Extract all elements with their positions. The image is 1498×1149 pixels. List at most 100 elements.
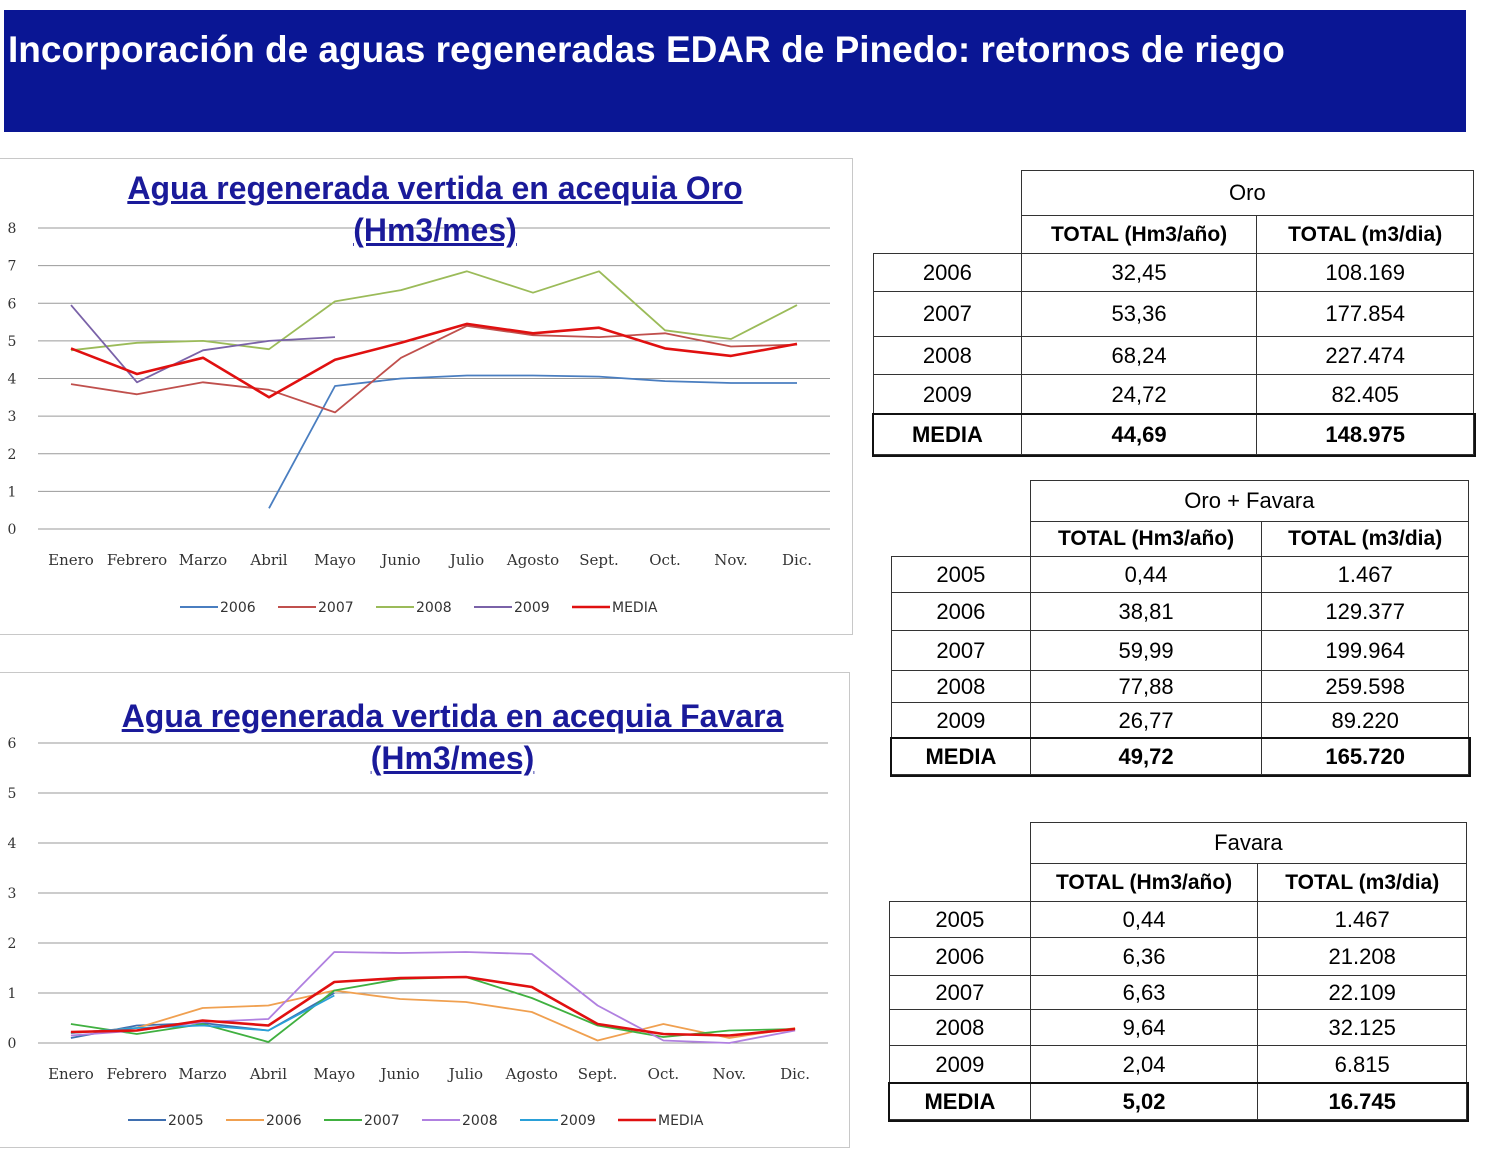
- y-tick-label: 8: [8, 221, 17, 237]
- series-line-2009: [70, 304, 336, 384]
- x-tick-label: Febrero: [107, 551, 167, 569]
- series-line-media: [70, 975, 796, 1037]
- table-favara: Favara TOTAL (Hm3/año) TOTAL (m3/dia) 20…: [887, 822, 1469, 1122]
- x-tick-label: Marzo: [178, 1065, 226, 1083]
- legend-label-media: MEDIA: [612, 600, 658, 616]
- media-label: MEDIA: [889, 1083, 1031, 1120]
- table-row: 2008 68,24 227.474: [873, 336, 1474, 375]
- year-cell: 2008: [889, 1009, 1031, 1046]
- media-label: MEDIA: [891, 738, 1031, 775]
- y-tick-label: 1: [8, 484, 17, 500]
- hm3-cell: 0,44: [1029, 901, 1259, 938]
- legend-label-2008: 2008: [416, 600, 452, 616]
- table-row: 2008 77,88 259.598: [891, 670, 1469, 703]
- table-oro: Oro TOTAL (Hm3/año) TOTAL (m3/dia) 2006 …: [871, 170, 1476, 457]
- table-row: 2007 6,63 22.109: [889, 975, 1467, 1010]
- x-tick-label: Junio: [378, 1065, 419, 1083]
- table-favara-header-hm3: TOTAL (Hm3/año): [1029, 863, 1259, 902]
- series-line-2007: [70, 324, 798, 414]
- series-line-2006: [268, 374, 797, 509]
- table-oro-favara-title: Oro + Favara: [1029, 480, 1470, 522]
- table-favara-header-m3: TOTAL (m3/dia): [1257, 863, 1467, 902]
- media-hm3: 49,72: [1029, 738, 1263, 775]
- table-oro-favara-header-hm3: TOTAL (Hm3/año): [1029, 521, 1263, 557]
- year-cell: 2006: [873, 253, 1022, 292]
- series-line-media: [70, 322, 798, 399]
- x-tick-label: Julio: [447, 1065, 483, 1083]
- m3-cell: 82.405: [1256, 374, 1474, 415]
- table-row: 2006 6,36 21.208: [889, 937, 1467, 976]
- table-oro-favara: Oro + Favara TOTAL (Hm3/año) TOTAL (m3/d…: [889, 480, 1471, 777]
- table-media-row: MEDIA 5,02 16.745: [887, 1081, 1469, 1122]
- legend-label-2009: 2009: [560, 1113, 596, 1129]
- x-tick-label: Dic.: [780, 1065, 810, 1083]
- m3-cell: 108.169: [1256, 253, 1474, 292]
- y-tick-label: 0: [8, 522, 17, 538]
- m3-cell: 259.598: [1261, 670, 1469, 703]
- x-tick-label: Mayo: [313, 1065, 355, 1083]
- page-title: Incorporación de aguas regeneradas EDAR …: [8, 29, 1285, 70]
- y-tick-label: 2: [8, 936, 17, 952]
- year-cell: 2005: [891, 556, 1031, 593]
- hm3-cell: 26,77: [1029, 702, 1263, 739]
- hm3-cell: 2,04: [1029, 1045, 1259, 1084]
- m3-cell: 1.467: [1261, 556, 1469, 593]
- series-line-2006: [70, 989, 796, 1042]
- year-cell: 2009: [891, 702, 1031, 739]
- x-tick-label: Febrero: [107, 1065, 167, 1083]
- m3-cell: 1.467: [1257, 901, 1467, 938]
- hm3-cell: 24,72: [1020, 374, 1258, 415]
- year-cell: 2007: [891, 630, 1031, 671]
- table-row: 2009 26,77 89.220: [891, 702, 1469, 739]
- chart-oro: 0 1 2 3 4 5 6 7 8 Enero Febrero Marzo Abril Mayo Junio…: [8, 221, 830, 616]
- hm3-cell: 53,36: [1020, 291, 1258, 337]
- x-tick-label: Nov.: [714, 551, 748, 569]
- table-oro-header-hm3: TOTAL (Hm3/año): [1020, 215, 1258, 254]
- y-tick-label: 2: [8, 447, 17, 463]
- x-tick-label: Sept.: [578, 1065, 618, 1083]
- legend-label-2007: 2007: [318, 600, 354, 616]
- y-tick-label: 6: [8, 736, 17, 752]
- y-tick-label: 6: [8, 296, 17, 312]
- legend-label-media: MEDIA: [658, 1113, 704, 1129]
- m3-cell: 227.474: [1256, 336, 1474, 375]
- year-cell: 2006: [891, 592, 1031, 631]
- series-line-2008: [70, 270, 798, 352]
- y-tick-label: 3: [8, 886, 17, 902]
- table-row: 2006 32,45 108.169: [873, 253, 1474, 292]
- x-tick-label: Junio: [379, 551, 420, 569]
- series-line-2007: [70, 976, 796, 1043]
- legend-label-2008: 2008: [462, 1113, 498, 1129]
- x-tick-label: Oct.: [648, 1065, 680, 1083]
- year-cell: 2009: [873, 374, 1022, 415]
- table-row: 2009 2,04 6.815: [889, 1045, 1467, 1084]
- table-row: 2007 53,36 177.854: [873, 291, 1474, 337]
- year-cell: 2007: [873, 291, 1022, 337]
- table-row: 2006 38,81 129.377: [891, 592, 1469, 631]
- x-tick-label: Abril: [249, 1065, 287, 1083]
- y-tick-label: 4: [8, 836, 17, 852]
- chart-favara-title: Agua regenerada vertida en acequia Favar…: [121, 698, 784, 776]
- m3-cell: 32.125: [1257, 1009, 1467, 1046]
- hm3-cell: 38,81: [1029, 592, 1263, 631]
- legend-label-2009: 2009: [514, 600, 550, 616]
- year-cell: 2006: [889, 937, 1031, 976]
- legend-label-2007: 2007: [364, 1113, 400, 1129]
- table-row: 2009 24,72 82.405: [873, 374, 1474, 415]
- m3-cell: 177.854: [1256, 291, 1474, 337]
- legend-label-2006: 2006: [266, 1113, 302, 1129]
- table-media-row: MEDIA 49,72 165.720: [889, 736, 1471, 777]
- y-tick-label: 5: [8, 786, 17, 802]
- hm3-cell: 32,45: [1020, 253, 1258, 292]
- x-tick-label: Nov.: [712, 1065, 746, 1083]
- chart-favara-frame: 0 1 2 3 4 5 6 Enero Febrero Marzo Abril Mayo Junio Ju…: [0, 672, 850, 1148]
- table-row: 2005 0,44 1.467: [889, 901, 1467, 938]
- header-banner: Incorporación de aguas regeneradas EDAR …: [4, 10, 1466, 132]
- chart-oro-title: Agua regenerada vertida en acequia Oro (…: [127, 170, 743, 248]
- table-row: 2008 9,64 32.125: [889, 1009, 1467, 1046]
- y-tick-label: 1: [8, 986, 17, 1002]
- x-tick-label: Enero: [48, 1065, 94, 1083]
- year-cell: 2008: [873, 336, 1022, 375]
- m3-cell: 6.815: [1257, 1045, 1467, 1084]
- y-tick-label: 4: [8, 372, 17, 388]
